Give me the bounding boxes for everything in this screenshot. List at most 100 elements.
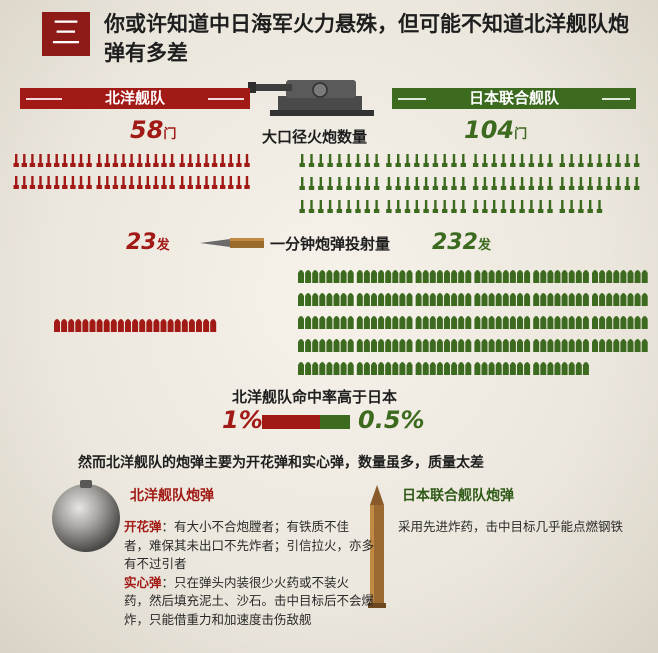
japan-shell-icon xyxy=(415,362,422,375)
japan-gun-icon xyxy=(460,200,466,213)
japan-shell-icon xyxy=(406,316,413,329)
beiyang-gun-icon xyxy=(62,154,68,167)
japan-shell-icon xyxy=(509,293,516,306)
japan-shell-icon xyxy=(620,293,627,306)
japan-gun-icon xyxy=(395,177,401,190)
beiyang-shell-icon xyxy=(125,319,131,332)
japan-gun-icon xyxy=(587,154,593,167)
beiyang-gun-icon xyxy=(169,154,175,167)
japan-shell-icon xyxy=(312,362,319,375)
japan-gun-icon xyxy=(568,177,575,190)
beiyang-fire-rate: 23发 xyxy=(126,230,170,255)
japan-gun-icon xyxy=(336,200,343,213)
pointed-shell-icon xyxy=(368,485,386,608)
beiyang-shell-icon xyxy=(110,319,117,332)
japan-shell-icon xyxy=(363,293,370,306)
japan-shell-icon xyxy=(356,339,363,352)
japan-shell-icon xyxy=(319,270,326,283)
beiyang-gun-count: 58门 xyxy=(130,116,177,144)
japan-gun-icon xyxy=(327,177,333,190)
japan-gun-icon xyxy=(472,200,479,213)
beiyang-shell-icon xyxy=(167,319,174,332)
japan-gun-icon xyxy=(482,177,488,190)
japan-shell-icon xyxy=(547,339,554,352)
japan-gun-icon xyxy=(500,154,507,167)
beiyang-gun-icon xyxy=(29,154,36,167)
japan-shell-icon xyxy=(524,339,531,352)
japan-shell-icon xyxy=(422,362,429,375)
japan-shell-icon xyxy=(481,362,488,375)
japan-shell-icon xyxy=(371,316,377,329)
japan-shell-icon xyxy=(399,339,406,352)
japan-shell-icon xyxy=(465,293,472,306)
japan-shell-icon xyxy=(333,316,340,329)
beiyang-shell-icon xyxy=(96,319,103,332)
japan-shell-icon xyxy=(533,316,540,329)
japan-shell-icon xyxy=(422,339,429,352)
beiyang-gun-icon xyxy=(179,176,185,189)
japan-shell-icon xyxy=(568,316,575,329)
japan-gun-icon xyxy=(364,154,370,167)
japan-shell-icon xyxy=(547,270,554,283)
japan-shell-icon xyxy=(399,316,406,329)
japan-shell-icon xyxy=(371,339,377,352)
beiyang-gun-icon xyxy=(228,154,234,167)
japan-shell-icon xyxy=(347,339,354,352)
japan-shell-icon xyxy=(444,362,450,375)
japan-shell-icon xyxy=(568,270,575,283)
japan-gun-icon xyxy=(451,177,457,190)
japan-gun-icon xyxy=(373,154,380,167)
japan-shell-icon xyxy=(495,270,502,283)
beiyang-gun-icon xyxy=(153,154,159,167)
beiyang-shell-icon xyxy=(153,319,160,332)
shixin-text: ：只在弹头内装很少火药或不装火药，然后填充泥土、沙石。击中目标后不会爆炸，只能借… xyxy=(124,574,375,627)
japan-shell-icon xyxy=(606,293,613,306)
japan-gun-icon xyxy=(364,177,370,190)
beiyang-gun-icon xyxy=(13,154,19,167)
japan-shell-icon xyxy=(517,362,523,375)
japan-gun-icon xyxy=(299,200,305,213)
beiyang-gun-icon xyxy=(54,154,60,167)
beiyang-shell-icon xyxy=(146,319,153,332)
japan-gun-count: 104门 xyxy=(464,116,528,144)
japan-gun-icon xyxy=(587,200,593,213)
japan-shell-icon xyxy=(422,316,429,329)
beiyang-shell-icon xyxy=(139,319,146,332)
japan-shell-icon xyxy=(340,270,347,283)
japan-shell-icon xyxy=(356,362,363,375)
japan-shell-icon xyxy=(465,270,472,283)
fire-rate-label: 一分钟炮弹投射量 xyxy=(270,235,391,253)
japan-shell-icon xyxy=(561,362,568,375)
beiyang-gun-icon xyxy=(96,176,102,189)
japan-shell-icon xyxy=(422,293,429,306)
japan-shell-icon xyxy=(599,293,606,306)
beiyang-shell-icon xyxy=(103,319,110,332)
japan-shell-icon xyxy=(347,316,354,329)
japan-shell-icon xyxy=(634,316,641,329)
japan-gun-icon xyxy=(606,177,612,190)
japan-gun-icon xyxy=(299,154,305,167)
japan-shell-icon xyxy=(371,293,377,306)
japan-shell-icon xyxy=(333,362,340,375)
beiyang-gun-icon xyxy=(244,176,250,189)
japan-gun-icon xyxy=(596,154,603,167)
japan-shell-icon xyxy=(312,339,319,352)
japan-shell-icon xyxy=(620,270,627,283)
japan-shell-icon xyxy=(451,339,458,352)
japan-gun-icon xyxy=(559,177,565,190)
japan-gun-icon xyxy=(346,177,352,190)
beiyang-shell-icon xyxy=(89,319,96,332)
japan-shell-icon xyxy=(613,270,620,283)
beiyang-shell-icon xyxy=(188,319,195,332)
japan-shell-icon xyxy=(340,293,347,306)
japan-shell-icon xyxy=(333,293,340,306)
japan-shell-icon xyxy=(627,339,634,352)
japan-shell-icon xyxy=(444,316,450,329)
beiyang-gun-icon xyxy=(203,176,210,189)
japan-hit-bar xyxy=(320,415,350,429)
japan-shell-icon xyxy=(392,316,399,329)
japan-shell-icon xyxy=(356,270,363,283)
japan-shell-icon xyxy=(599,316,606,329)
hit-rate-label: 北洋舰队命中率高于日本 xyxy=(232,388,398,406)
japan-shell-icon xyxy=(582,270,589,283)
